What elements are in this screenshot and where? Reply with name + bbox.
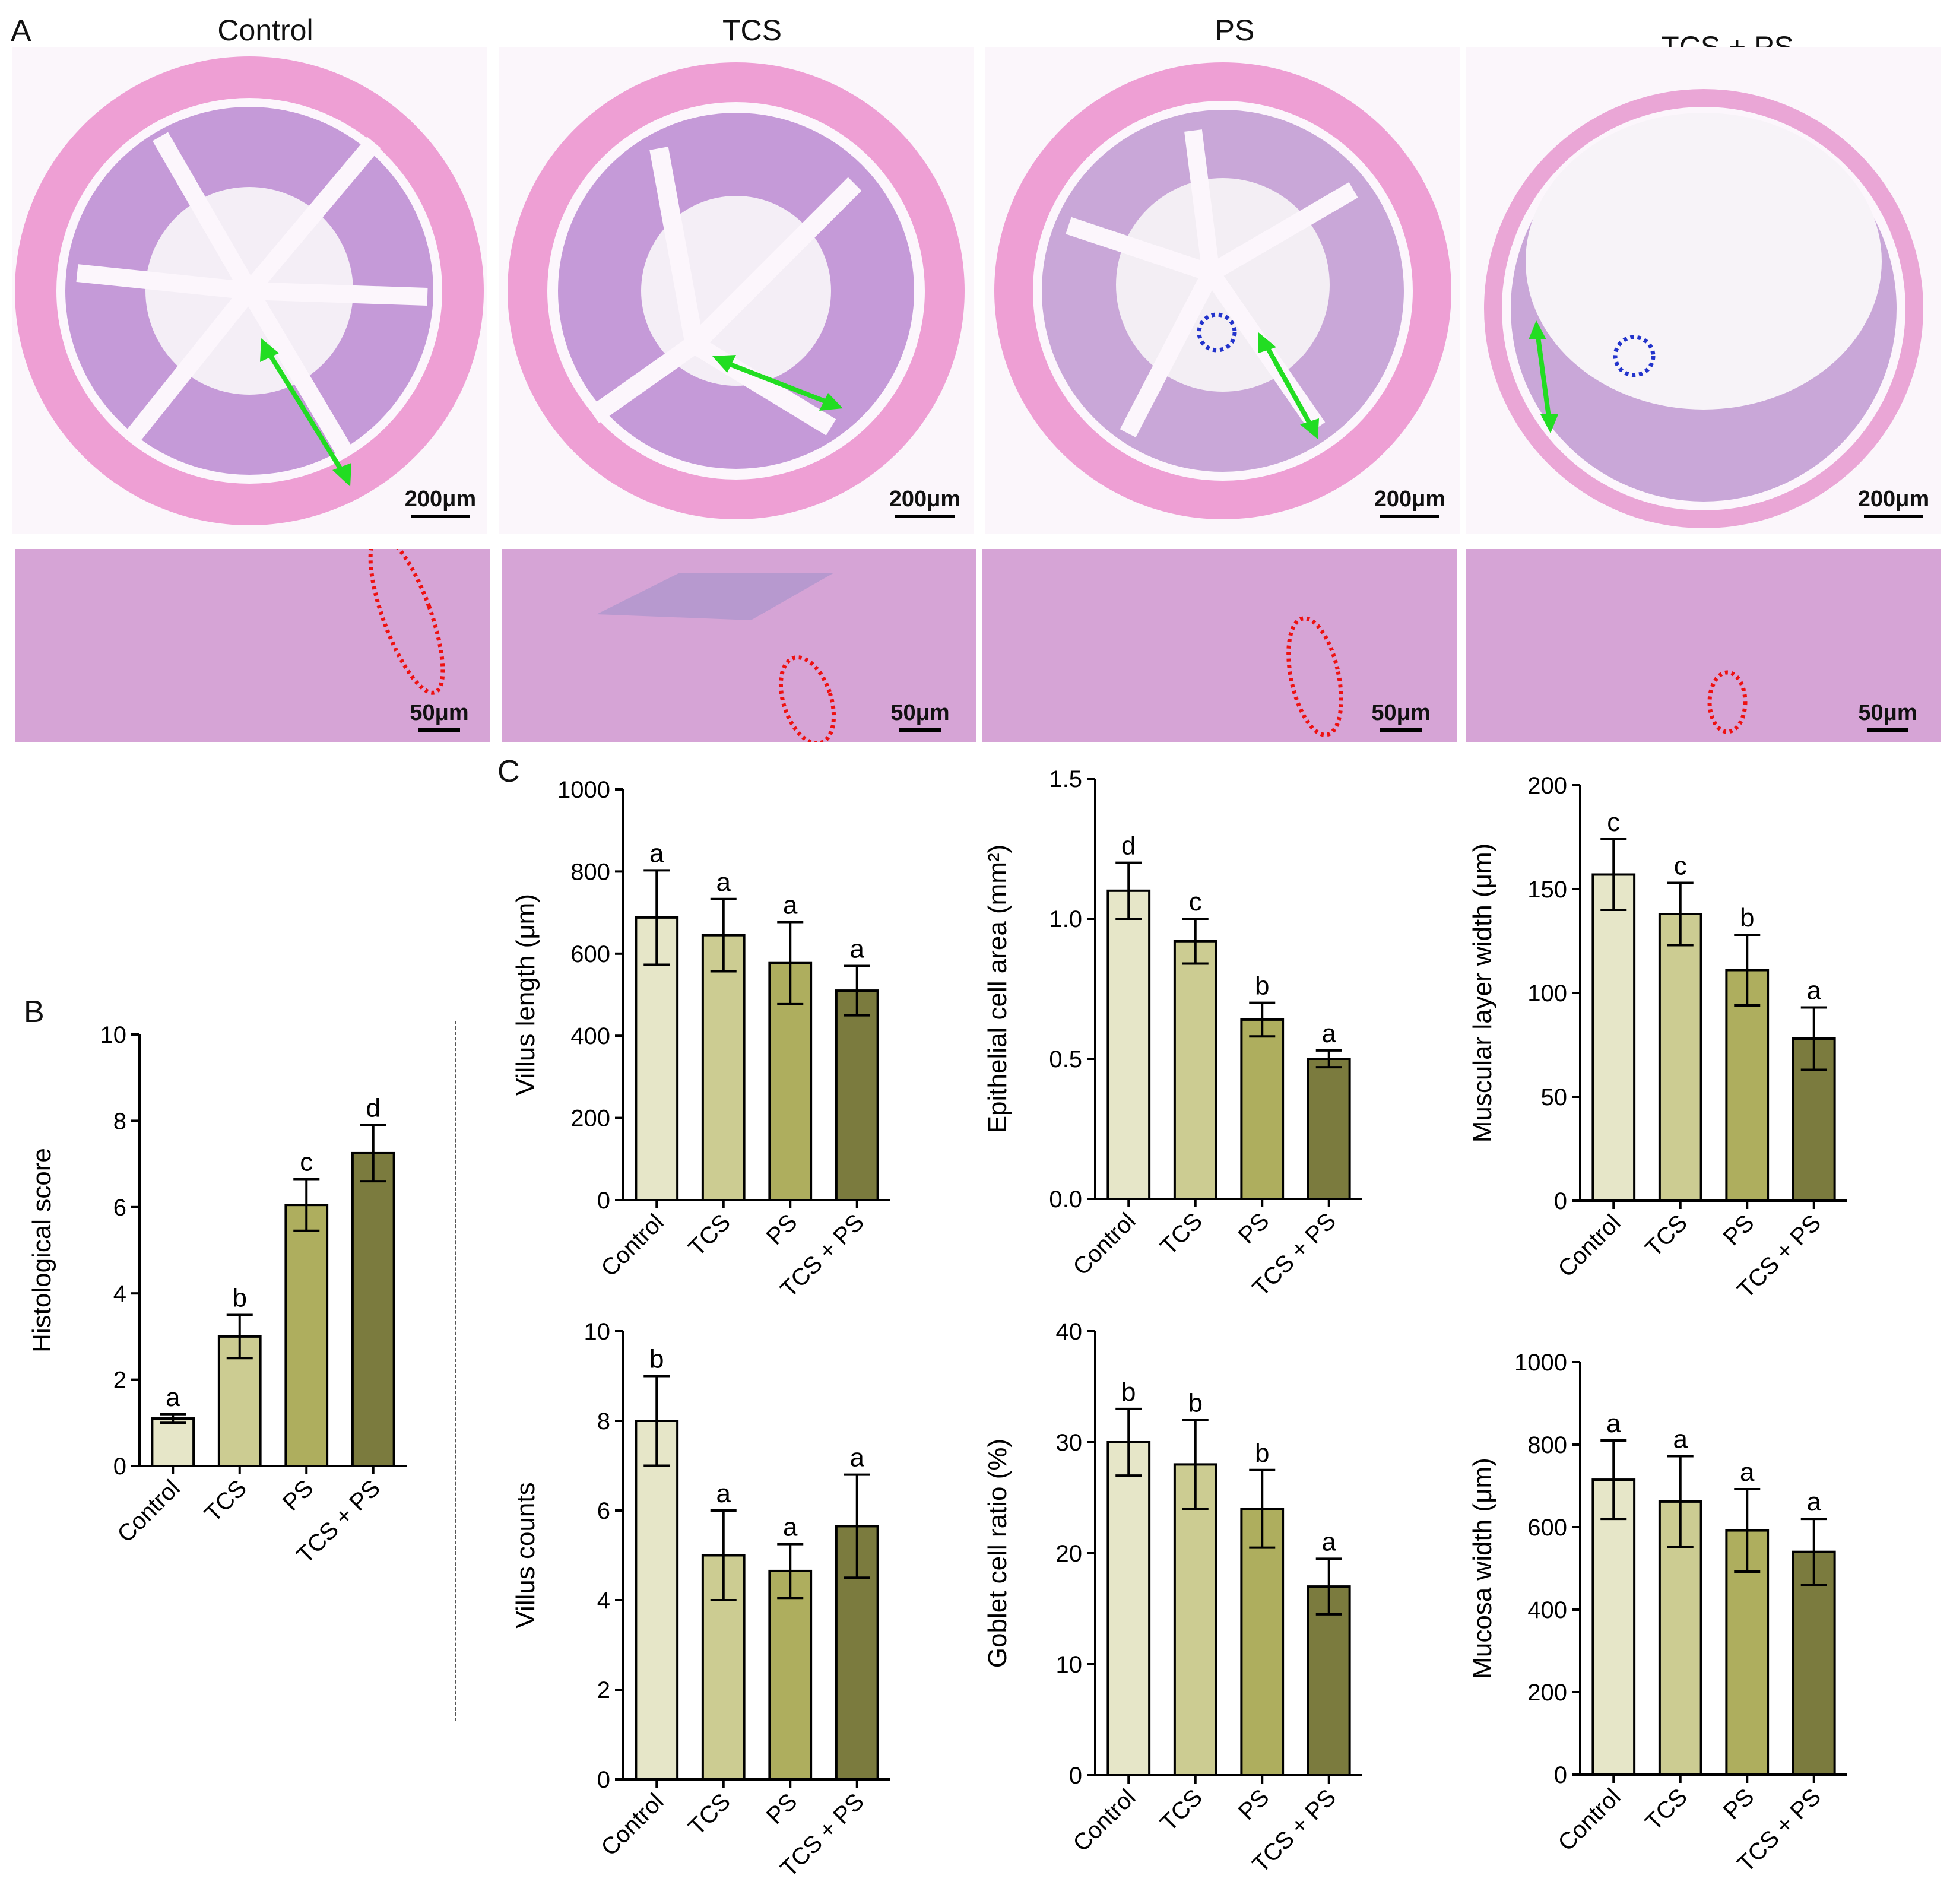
scale-bar-50-tcs: 50μm	[884, 700, 956, 732]
significance-letter: c	[300, 1148, 313, 1177]
scale-bar-200-ps: 200μm	[1368, 487, 1451, 518]
x-tick-label: PS	[278, 1475, 319, 1516]
panel-divider	[455, 1021, 456, 1721]
significance-letter: d	[366, 1094, 381, 1123]
scale-bar-50-tcs-ps: 50μm	[1852, 700, 1923, 732]
panel-label-a: A	[11, 14, 31, 48]
micrograph-tcs-ps-cross-section	[1466, 47, 1941, 534]
significance-letter: a	[166, 1383, 180, 1412]
x-tick-label: TCS	[199, 1475, 252, 1527]
micrograph-title-control: Control	[217, 14, 313, 47]
x-tick-label: Control	[112, 1475, 185, 1547]
micrograph-tcs-ps-detail	[1466, 549, 1941, 742]
chart-histo: 0 2 4 6 8 10 Histological score a Control b TCS c PS…	[27, 1022, 407, 1569]
micrograph-title-ps: PS	[1215, 14, 1255, 47]
y-tick-label: 2	[113, 1367, 126, 1394]
micrograph-tcs-detail	[502, 549, 976, 742]
y-tick-label: 8	[113, 1108, 126, 1134]
y-axis-label: Histological score	[27, 1148, 56, 1353]
micrograph-ps-detail	[982, 549, 1457, 742]
bar	[151, 1417, 195, 1468]
micrograph-tcs-cross-section	[499, 47, 974, 534]
scale-bar-200-tcs: 200μm	[883, 487, 966, 518]
y-tick-label: 6	[113, 1195, 126, 1221]
bar	[284, 1204, 329, 1468]
significance-letter: b	[233, 1284, 247, 1313]
scale-bar-200-tcs-ps: 200μm	[1852, 487, 1935, 518]
scale-bar-50-control: 50μm	[404, 700, 475, 732]
y-tick-label: 4	[113, 1281, 126, 1307]
scale-bar-200-control: 200μm	[399, 487, 482, 518]
micrograph-control-detail	[15, 549, 490, 742]
panel-label-b: B	[24, 995, 45, 1029]
bar	[351, 1151, 395, 1468]
micrograph-title-tcs: TCS	[722, 14, 782, 47]
y-tick-label: 10	[100, 1022, 127, 1048]
panel-label-c: C	[497, 754, 520, 789]
micrograph-ps-cross-section	[985, 47, 1460, 534]
scale-bar-50-ps: 50μm	[1365, 700, 1437, 732]
y-tick-label: 0	[113, 1454, 126, 1480]
micrograph-control-cross-section	[12, 47, 487, 534]
